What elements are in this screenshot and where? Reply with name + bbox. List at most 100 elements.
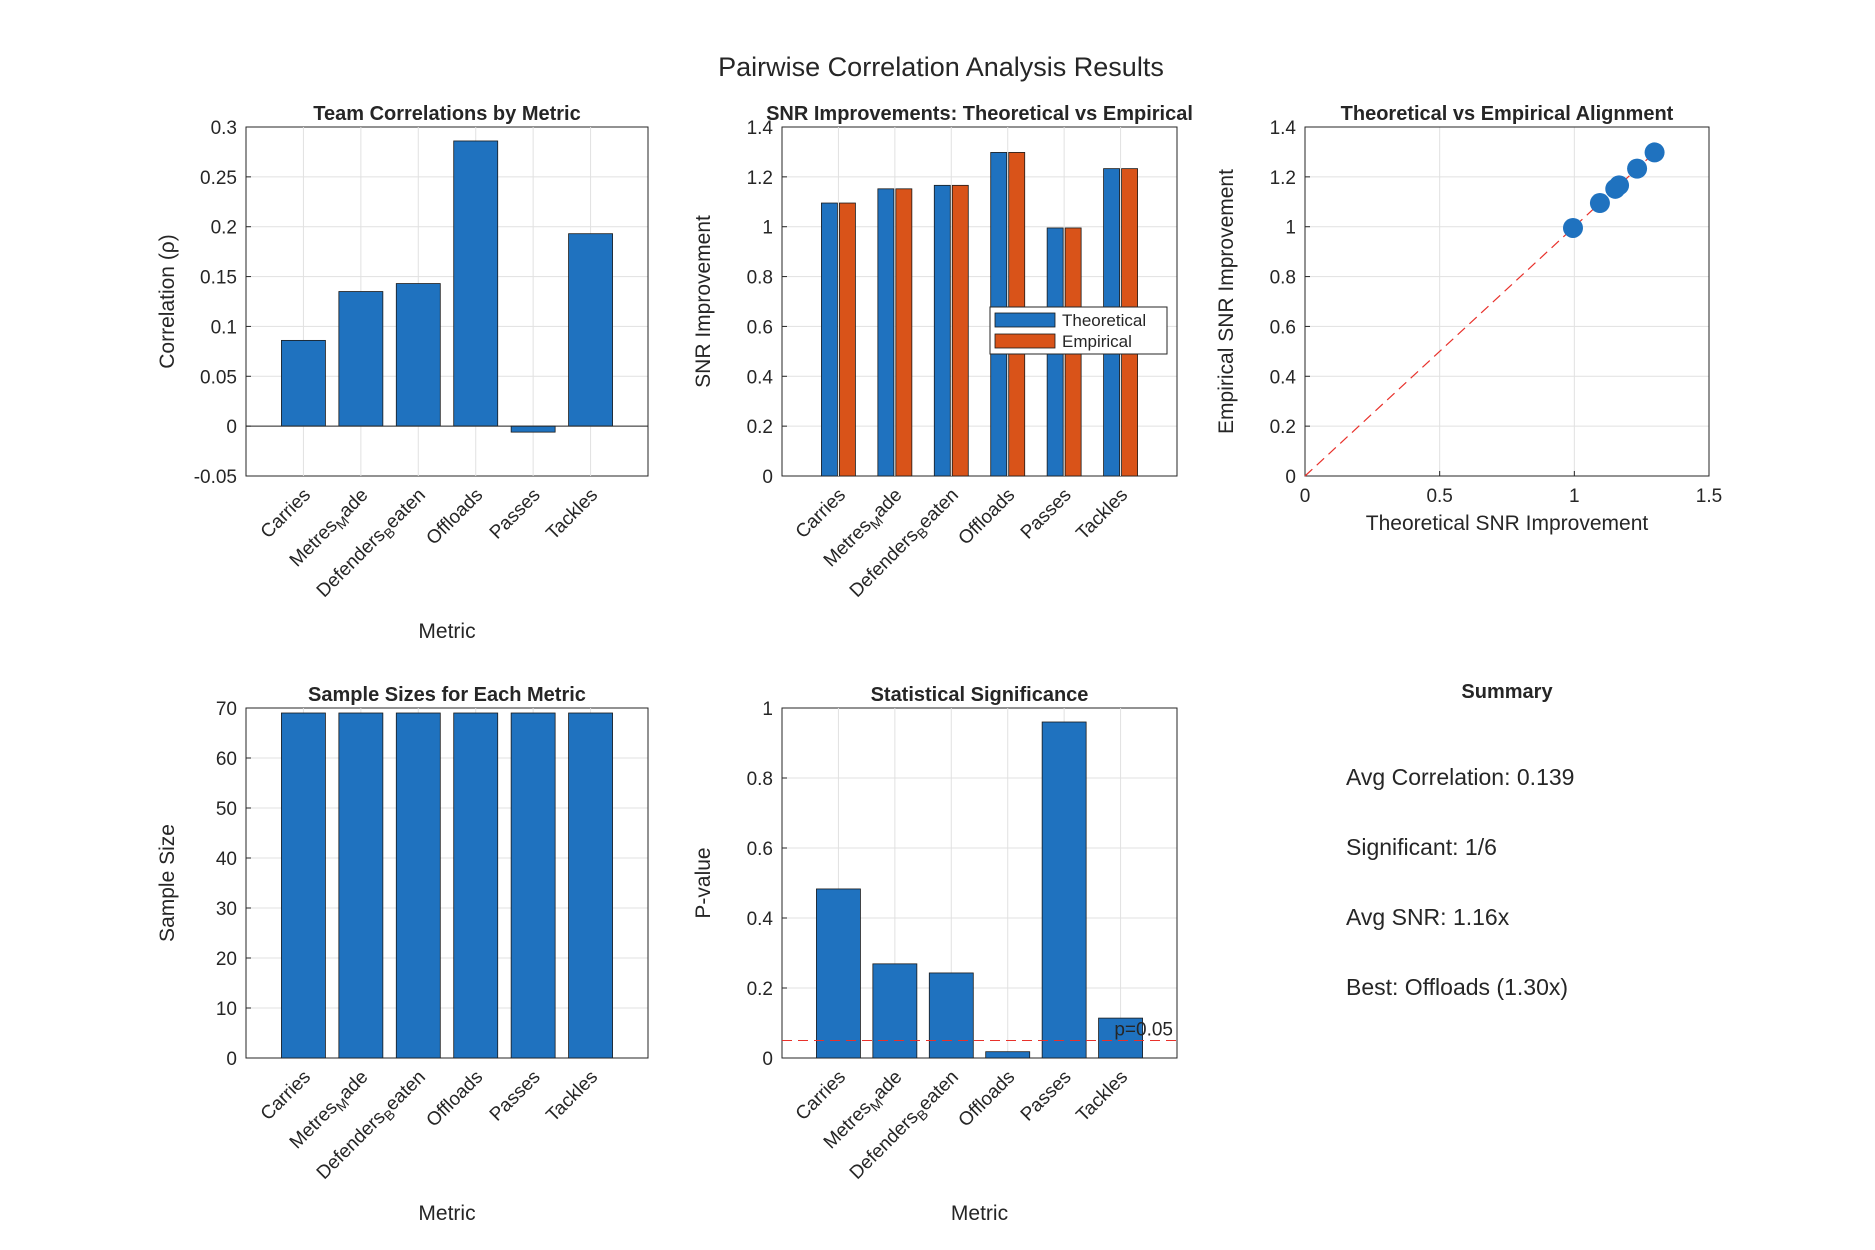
x-axis-label: Metric [418,620,475,643]
y-tick-label: 0.4 [747,909,774,930]
y-tick-label: 1.2 [1270,168,1296,189]
x-tick-label: Carries [257,485,315,543]
y-tick-label: 1 [762,218,773,239]
y-tick-label: 1 [762,699,773,720]
x-axis-label: Metric [951,1202,1008,1225]
summary-avg-correlation: Avg Correlation: 0.139 [1346,764,1574,790]
panel-title: SNR Improvements: Theoretical vs Empiric… [766,103,1193,125]
x-tick-label: Passes [1017,1067,1076,1126]
bar [872,963,918,1059]
y-tick-label: 10 [216,999,237,1020]
x-tick-suffix: eaten [914,1067,962,1115]
x-tick-label: 0 [1300,486,1311,507]
legend-swatch [994,333,1056,349]
y-tick-label: 0.8 [1270,268,1296,289]
y-tick-label: 0.6 [747,839,773,860]
x-tick-label: Offloads [955,485,1020,550]
x-tick-label: Tackles [1072,485,1132,545]
panel-alignment: 0 0.2 0.4 0.6 0.8 1 1.2 1.4 Theoretical vs Empir… [1215,103,1722,535]
y-axis-label: Correlation (ρ) [156,234,179,368]
y-tick-label: 0.25 [200,168,237,189]
scatter-point [1589,193,1610,214]
y-tick-label: 1.2 [747,168,773,189]
panel-significance: 0 0.2 0.4 0.6 0.8 1 Statistical Significance P-… [692,684,1178,1225]
bar [928,972,974,1059]
panel-title: Statistical Significance [871,684,1089,706]
y-tick-label: -0.05 [194,467,237,488]
bar [281,339,326,427]
y-tick-label: 0.2 [747,417,773,438]
y-axis-label: Sample Size [156,824,179,942]
scatter-point [1562,217,1583,238]
y-tick-label: 0.8 [747,268,773,289]
y-tick-label: 1.4 [1270,118,1297,139]
summary-best: Best: Offloads (1.30x) [1346,974,1568,1000]
y-tick-label: 0.1 [211,317,237,338]
axes-box [245,707,649,1059]
summary-title: Summary [1461,681,1553,703]
y-tick-label: 60 [216,749,237,770]
x-tick-label: Passes [486,485,545,544]
y-tick-label: 0 [226,1049,237,1070]
x-tick-label: Offloads [423,485,488,550]
bar [816,888,861,1059]
x-tick-label: 1.5 [1696,486,1722,507]
axes-box [1304,126,1710,477]
scatter-point [1627,158,1648,179]
panel-sample-sizes: 0 10 20 30 40 50 60 70 Sample Sizes for Each Met… [156,684,649,1225]
scatter-point [1609,175,1630,196]
y-tick-label: 0.4 [1270,367,1297,388]
x-tick-label: Offloads [955,1067,1020,1132]
x-axis-label: Metric [418,1202,475,1225]
y-axis-label: Empirical SNR Improvement [1215,169,1238,434]
bar [1098,1017,1143,1059]
bar [510,425,556,433]
summary-significant: Significant: 1/6 [1346,834,1497,860]
x-tick-label: DefendersBeaten [313,485,432,604]
panel-title: Sample Sizes for Each Metric [308,684,586,706]
y-tick-label: 0.8 [747,769,773,790]
panel-title: Theoretical vs Empirical Alignment [1341,103,1674,125]
bar [568,233,613,427]
y-tick-label: 0.3 [211,118,237,139]
x-tick-label: Tackles [542,1067,602,1127]
figure-title: Pairwise Correlation Analysis Results [718,52,1164,82]
x-tick-label: DefendersBeaten [846,485,965,604]
y-axis-label: SNR Improvement [692,215,715,388]
bar-theoretical [933,184,951,477]
x-tick-label: Passes [1017,485,1076,544]
y-tick-label: 30 [216,899,237,920]
bar-theoretical [877,188,895,477]
y-tick-label: 0.05 [200,367,237,388]
y-tick-label: 0 [762,1049,773,1070]
y-tick-label: 0.2 [211,218,237,239]
x-axis-label: Theoretical SNR Improvement [1366,512,1649,535]
x-tick-label: DefendersBeaten [846,1067,965,1186]
panel-team-correlations: -0.05 0 0.05 0.1 0.15 0.2 0.25 0.3 Team Correlat… [156,103,649,643]
threshold-label: p=0.05 [1114,1020,1173,1041]
legend-label: Empirical [1062,332,1132,351]
panel-title: Team Correlations by Metric [313,103,580,125]
x-tick-label: 1 [1569,486,1580,507]
y-tick-label: 20 [216,949,237,970]
x-tick-label: Passes [486,1067,545,1126]
y-tick-label: 0.15 [200,268,237,289]
bar [338,712,384,1059]
y-tick-label: 0.2 [1270,417,1296,438]
y-tick-label: 0.4 [747,367,774,388]
x-tick-label: DefendersBeaten [313,1067,432,1186]
bar-theoretical [821,202,838,477]
summary-panel: Summary Avg Correlation: 0.139 Significa… [1346,681,1574,1000]
x-tick-label: Tackles [542,485,602,545]
bar-empirical [895,188,913,477]
x-tick-label: Carries [257,1067,315,1125]
legend-swatch [994,312,1056,328]
y-tick-label: 1 [1285,218,1296,239]
legend: Theoretical Empirical [989,306,1168,355]
bar [985,1051,1031,1059]
bar [568,712,613,1059]
y-tick-label: 50 [216,799,237,820]
summary-avg-snr: Avg SNR: 1.16x [1346,904,1510,930]
